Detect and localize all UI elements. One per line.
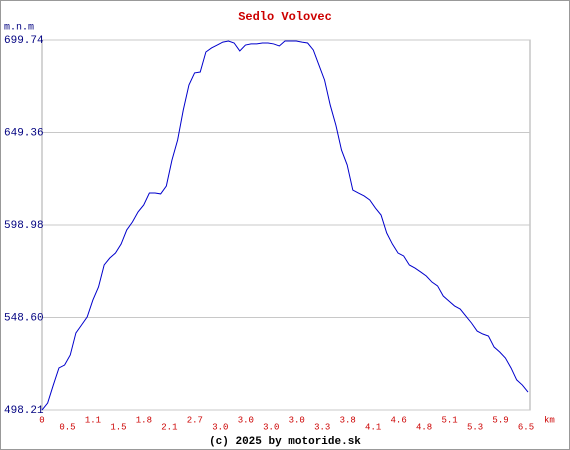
x-tick-label: 4.6 [391, 415, 407, 425]
x-tick-label: 3.0 [263, 422, 279, 432]
elevation-line [41, 40, 529, 411]
x-tick-label: 1.1 [85, 415, 101, 425]
y-tick-label: 699.74 [4, 35, 44, 47]
x-tick-label: 6.5 [518, 422, 534, 432]
chart-title: Sedlo Volovec [238, 10, 332, 24]
x-tick-label: 4.8 [416, 422, 432, 432]
x-tick-label: 5.1 [441, 415, 457, 425]
x-tick-label: 1.8 [136, 415, 152, 425]
x-tick-label: 3.0 [289, 415, 305, 425]
footer: (c) 2025 by motoride.sk [209, 436, 361, 448]
x-tick-label: 5.3 [467, 422, 483, 432]
x-tick-label: 2.7 [187, 415, 203, 425]
x-tick-label: 0 [39, 415, 44, 425]
y-tick-label: 498.21 [4, 405, 44, 417]
y-tick-label: 598.98 [4, 220, 44, 232]
y-tick-label: 548.60 [4, 312, 44, 324]
x-tick-label: 1.5 [110, 422, 126, 432]
x-tick-label: 5.9 [492, 415, 508, 425]
x-unit: km [544, 415, 555, 425]
x-tick-label: 0.5 [59, 422, 75, 432]
y-tick-label: 649.36 [4, 127, 44, 139]
x-tick-label: 3.0 [212, 422, 228, 432]
x-tick-label: 3.3 [314, 422, 330, 432]
x-tick-label: 2.1 [161, 422, 177, 432]
x-tick-label: 4.1 [365, 422, 381, 432]
x-tick-label: 3.0 [238, 415, 254, 425]
y-axis-label: m.n.m [4, 23, 34, 34]
x-tick-label: 3.8 [340, 415, 356, 425]
